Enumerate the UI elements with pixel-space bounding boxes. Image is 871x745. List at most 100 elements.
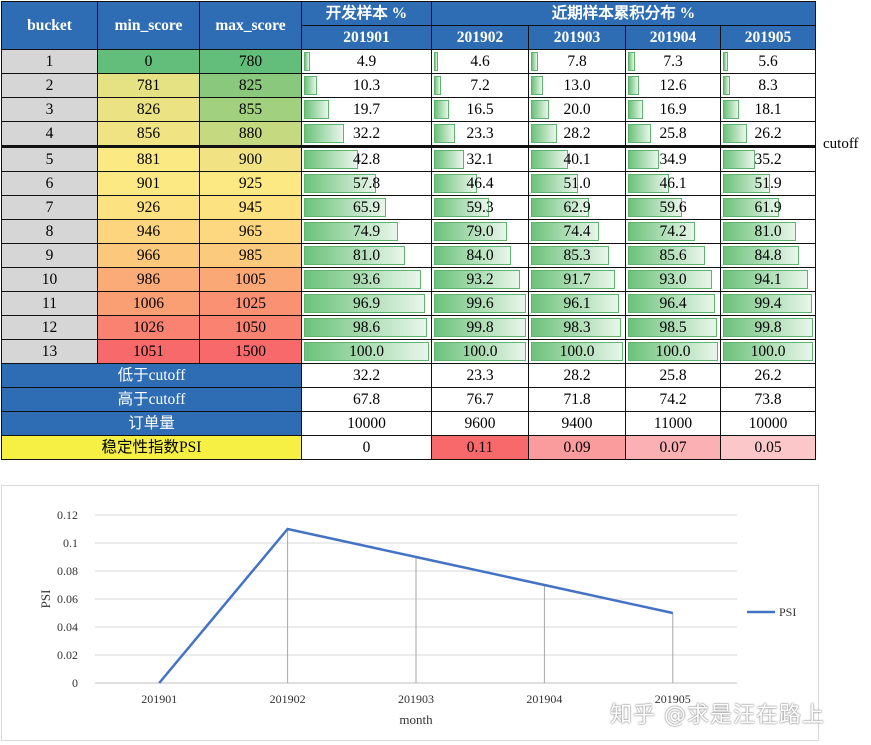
header-month: 201904 xyxy=(625,25,721,50)
cumulative-value: 23.3 xyxy=(466,124,494,142)
cumulative-value: 100.0 xyxy=(559,342,595,360)
cumulative-cell: 16.9 xyxy=(625,97,721,122)
max-score-cell: 1005 xyxy=(199,267,302,292)
y-tick-label: 0.1 xyxy=(63,536,78,550)
cumulative-value: 7.2 xyxy=(470,76,490,94)
min-score-cell: 901 xyxy=(97,171,200,196)
cumulative-value: 35.2 xyxy=(754,150,782,168)
cumulative-cell: 13.0 xyxy=(528,73,626,98)
data-bar xyxy=(304,124,345,143)
data-bar xyxy=(723,270,808,289)
data-bar xyxy=(531,150,568,169)
bucket-cell: 8 xyxy=(1,219,98,244)
data-bar xyxy=(531,174,578,193)
summary-value: 26.2 xyxy=(720,363,816,388)
data-bar xyxy=(628,124,652,143)
data-bar xyxy=(531,270,616,289)
cumulative-cell: 74.2 xyxy=(625,219,721,244)
cumulative-cell: 59.3 xyxy=(431,195,529,220)
cumulative-value: 99.8 xyxy=(754,318,782,336)
data-bar xyxy=(628,76,640,95)
cumulative-cell: 93.0 xyxy=(625,267,721,292)
data-bar xyxy=(628,318,717,337)
data-bar xyxy=(723,222,796,241)
cumulative-cell: 12.6 xyxy=(625,73,721,98)
cumulative-value: 96.4 xyxy=(659,294,687,312)
data-bar xyxy=(304,270,421,289)
min-score-cell: 0 xyxy=(97,49,200,74)
data-bar xyxy=(628,198,682,217)
watermark: 知乎 @求是汪在路上 xyxy=(610,703,825,728)
cumulative-value: 28.2 xyxy=(563,124,591,142)
cumulative-cell: 93.6 xyxy=(301,267,432,292)
cumulative-value: 16.5 xyxy=(466,100,494,118)
cumulative-value: 65.9 xyxy=(352,198,381,216)
header-recent-group: 近期样本累积分布 % xyxy=(431,1,816,26)
min-score-cell: 781 xyxy=(97,73,200,98)
summary-value: 9600 xyxy=(431,411,529,436)
cumulative-cell: 51.0 xyxy=(528,171,626,196)
cumulative-value: 19.7 xyxy=(352,100,381,118)
cumulative-cell: 26.2 xyxy=(720,121,816,147)
cumulative-value: 98.3 xyxy=(563,318,591,336)
bucket-cell: 10 xyxy=(1,267,98,292)
max-score-cell: 985 xyxy=(199,243,302,268)
cumulative-cell: 99.8 xyxy=(431,315,529,340)
data-bar xyxy=(628,270,712,289)
data-bar xyxy=(531,124,557,143)
summary-value: 10000 xyxy=(720,411,816,436)
cumulative-cell: 18.1 xyxy=(720,97,816,122)
cumulative-value: 12.6 xyxy=(659,76,687,94)
table-row: 5 881 900 42.8 32.1 40.1 34.9 35.2 xyxy=(1,145,816,172)
summary-value: 74.2 xyxy=(625,387,721,412)
x-tick-label: 201904 xyxy=(526,692,562,706)
header-month: 201905 xyxy=(720,25,816,50)
cumulative-value: 93.6 xyxy=(352,270,381,288)
summary-label: 高于cutoff xyxy=(1,387,302,412)
cumulative-value: 59.3 xyxy=(466,198,494,216)
y-tick-label: 0.04 xyxy=(57,620,78,634)
cumulative-value: 59.6 xyxy=(659,198,687,216)
cumulative-cell: 59.6 xyxy=(625,195,721,220)
cumulative-cell: 42.8 xyxy=(301,145,432,172)
cumulative-cell: 57.8 xyxy=(301,171,432,196)
cumulative-cell: 100.0 xyxy=(625,339,721,364)
max-score-cell: 855 xyxy=(199,97,302,122)
chart-svg: 0 0.02 0.04 0.06 0.08 0.1 0.12 201901 201902 2019… xyxy=(38,508,796,727)
cumulative-cell: 51.9 xyxy=(720,171,816,196)
data-bar xyxy=(304,198,387,217)
min-score-cell: 966 xyxy=(97,243,200,268)
cumulative-cell: 99.6 xyxy=(431,291,529,316)
cumulative-value: 98.6 xyxy=(352,318,381,336)
cumulative-cell: 23.3 xyxy=(431,121,529,147)
cumulative-value: 25.8 xyxy=(659,124,687,142)
data-bar xyxy=(434,246,512,265)
cumulative-value: 74.2 xyxy=(659,222,687,240)
cumulative-value: 99.4 xyxy=(754,294,782,312)
cumulative-value: 8.3 xyxy=(758,76,778,94)
bucket-cell: 4 xyxy=(1,121,98,147)
cumulative-value: 51.0 xyxy=(563,174,591,192)
data-bar xyxy=(628,52,635,71)
cumulative-cell: 32.1 xyxy=(431,145,529,172)
summary-value: 32.2 xyxy=(301,363,432,388)
psi-value: 0.07 xyxy=(625,435,721,460)
table-row: 1 0 780 4.9 4.6 7.8 7.3 5.6 xyxy=(1,49,816,74)
summary-value: 25.8 xyxy=(625,363,721,388)
max-score-cell: 925 xyxy=(199,171,302,196)
x-tick-label: 201905 xyxy=(655,692,691,706)
data-bar xyxy=(434,270,520,289)
cumulative-value: 4.9 xyxy=(356,52,377,70)
max-score-cell: 880 xyxy=(199,121,302,147)
bucket-cell: 7 xyxy=(1,195,98,220)
data-bar xyxy=(304,150,358,169)
cumulative-value: 79.0 xyxy=(466,222,494,240)
data-bar xyxy=(723,174,770,193)
cumulative-value: 34.9 xyxy=(659,150,687,168)
cumulative-cell: 100.0 xyxy=(431,339,529,364)
cumulative-value: 81.0 xyxy=(352,246,381,264)
data-bar xyxy=(628,150,660,169)
x-tick-label: 201901 xyxy=(141,692,177,706)
cumulative-value: 94.1 xyxy=(754,270,782,288)
min-score-cell: 1006 xyxy=(97,291,200,316)
